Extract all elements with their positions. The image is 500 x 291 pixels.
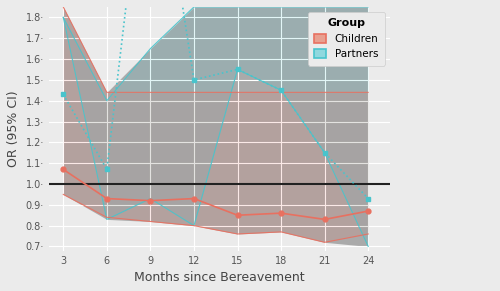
X-axis label: Months since Bereavement: Months since Bereavement [134, 271, 304, 284]
Legend: Children, Partners: Children, Partners [308, 12, 385, 65]
Y-axis label: OR (95% CI): OR (95% CI) [7, 91, 20, 167]
